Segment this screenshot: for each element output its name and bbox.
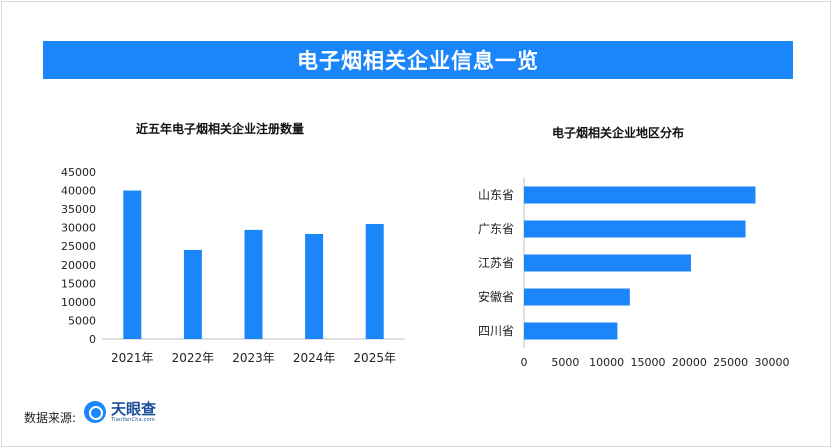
- y-tick-label: 35000: [61, 203, 96, 216]
- source-label: 数据来源:: [24, 411, 77, 425]
- bar-安徽省: [524, 288, 630, 306]
- bar-2025年: [365, 223, 384, 339]
- x-tick-label: 20000: [672, 356, 707, 369]
- y-tick-label: 10000: [61, 296, 96, 309]
- registration-bar-chart: 0 5000 10000 15000 20000 25000 30000 35000 40000…: [61, 166, 405, 365]
- y-tick-label: 5000: [68, 314, 96, 327]
- bar-广东省: [524, 220, 746, 238]
- region-chart-title: 电子烟相关企业地区分布: [552, 126, 685, 140]
- x-tick-label: 2023年: [232, 351, 275, 365]
- y-tick-label: 30000: [61, 222, 96, 235]
- y-tick-label: 四川省: [478, 324, 514, 338]
- bar-2023年: [244, 229, 263, 339]
- y-tick-label: 20000: [61, 259, 96, 272]
- tianyancha-logo-icon: [84, 401, 106, 423]
- y-tick-label: 安徽省: [478, 289, 514, 304]
- registration-chart-title: 近五年电子烟相关企业注册数量: [136, 122, 305, 136]
- bar-四川省: [524, 322, 618, 340]
- x-tick-label: 10000: [589, 356, 624, 369]
- y-tick-label: 45000: [61, 166, 96, 179]
- x-tick-label: 5000: [551, 356, 579, 369]
- bar-山东省: [524, 186, 756, 204]
- bar-2021年: [123, 190, 142, 339]
- logo-name: 天眼查: [111, 399, 157, 418]
- y-tick-label: 25000: [61, 240, 96, 253]
- tianyancha-logo: 天眼查 TianYanCha.com: [84, 401, 156, 423]
- x-tick-label: 30000: [755, 356, 790, 369]
- page-title-banner: 电子烟相关企业信息一览: [43, 41, 793, 79]
- bar-2024年: [305, 233, 324, 339]
- x-tick-label: 0: [521, 356, 528, 369]
- y-tick-label: 40000: [61, 185, 96, 198]
- x-tick-label: 2022年: [172, 351, 215, 365]
- y-tick-label: 江苏省: [478, 256, 514, 270]
- y-tick-label: 广东省: [478, 222, 514, 236]
- x-tick-label: 2024年: [293, 351, 336, 365]
- logo-url: TianYanCha.com: [111, 416, 155, 423]
- y-tick-label: 15000: [61, 277, 96, 290]
- x-tick-label: 2025年: [353, 351, 396, 365]
- y-tick-label: 0: [89, 333, 96, 346]
- x-tick-label: 2021年: [111, 351, 154, 365]
- bar-2022年: [183, 249, 202, 339]
- x-tick-label: 15000: [631, 356, 666, 369]
- bar-江苏省: [524, 254, 691, 272]
- y-tick-label: 山东省: [478, 188, 514, 202]
- page-title: 电子烟相关企业信息一览: [297, 49, 539, 73]
- x-tick-label: 25000: [713, 356, 748, 369]
